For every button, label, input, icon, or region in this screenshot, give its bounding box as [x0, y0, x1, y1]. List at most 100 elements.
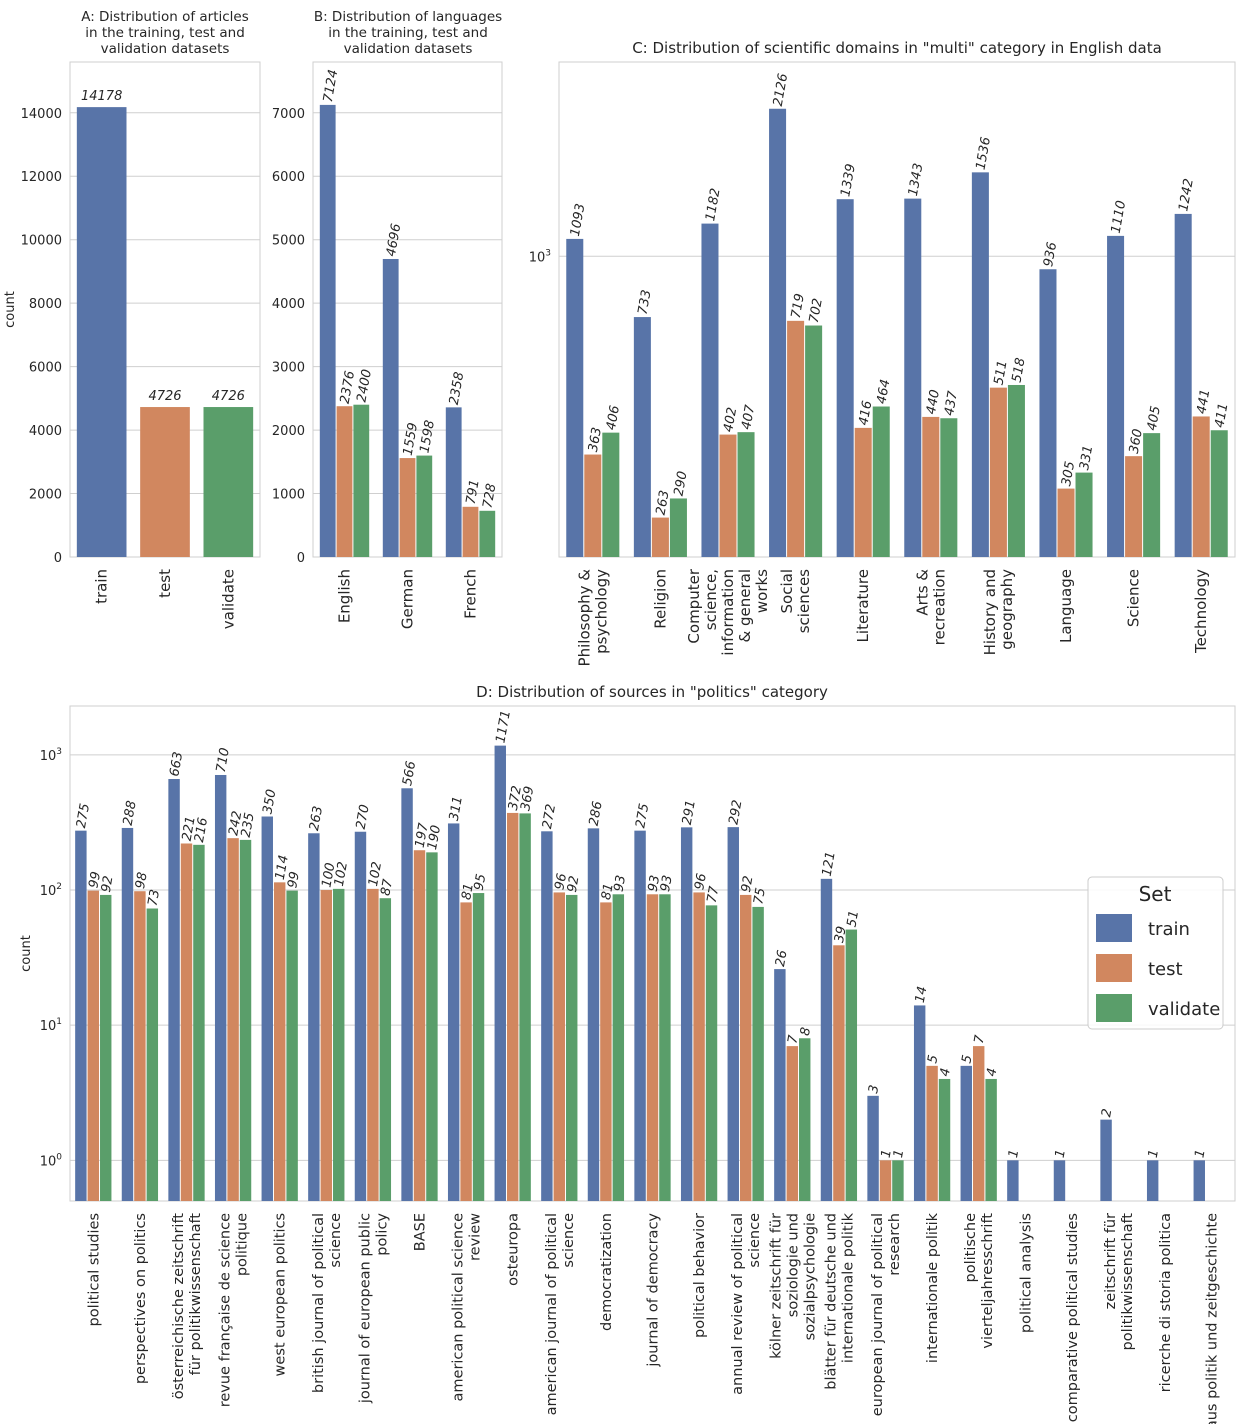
x-tick-label: british journal of politicalscience	[311, 1213, 344, 1393]
bar	[566, 238, 584, 557]
bar	[719, 434, 737, 557]
bar	[938, 1078, 951, 1201]
data-label: 98	[133, 871, 151, 890]
bar	[239, 839, 252, 1201]
bar	[1174, 213, 1192, 557]
data-label: 441	[1194, 388, 1213, 415]
y-tick-label: 6000	[272, 170, 305, 185]
y-axis-label: count	[3, 291, 18, 328]
data-label: 369	[518, 785, 537, 812]
x-tick-label: osteuropa	[506, 1213, 522, 1286]
data-label: 511	[992, 359, 1011, 386]
data-label: 1	[1053, 1148, 1069, 1159]
data-label: 416	[856, 400, 875, 427]
data-label: 2358	[447, 371, 468, 406]
data-label: 936	[1041, 241, 1060, 268]
y-tick-label: 4000	[29, 424, 62, 439]
data-label: 93	[611, 874, 629, 893]
bar	[960, 1065, 972, 1201]
bar	[646, 894, 659, 1201]
x-tick-label: österreichische zeitschriftfür politikwi…	[171, 1213, 204, 1400]
bar	[214, 774, 227, 1201]
bar	[633, 317, 651, 557]
bar	[845, 929, 858, 1201]
data-label: 92	[739, 875, 757, 894]
data-label: 1	[1006, 1148, 1022, 1159]
legend-swatch-validate	[1096, 994, 1132, 1022]
y-tick-label: 10000	[21, 234, 62, 249]
data-label: 1171	[493, 709, 514, 744]
x-tick-label: political analysis	[1018, 1213, 1034, 1333]
bar	[774, 969, 786, 1201]
bar	[168, 779, 180, 1201]
y-tick-label: 3000	[272, 361, 305, 376]
bar	[805, 325, 823, 557]
bar	[872, 406, 890, 557]
x-tick-label: English	[336, 569, 354, 623]
data-label: 331	[1077, 444, 1096, 471]
bar	[701, 223, 719, 558]
data-label: 99	[86, 870, 104, 889]
y-tick-label: 1000	[272, 488, 305, 503]
data-label: 440	[924, 389, 943, 416]
x-tick-label: Technology	[1192, 569, 1210, 654]
x-tick-label: Science	[1125, 569, 1143, 627]
bar	[651, 517, 669, 557]
bar	[1057, 488, 1075, 557]
y-tick-label: 2000	[29, 488, 62, 503]
y-tick-label: 7000	[272, 107, 305, 122]
legend-swatch-train	[1096, 914, 1132, 942]
y-tick-label: 0	[54, 551, 62, 566]
data-label: 464	[874, 378, 893, 405]
x-tick-label: political studies	[86, 1213, 102, 1326]
y-tick-label: 100	[40, 1152, 63, 1169]
data-label: 2	[1099, 1108, 1115, 1119]
bar	[737, 432, 755, 557]
data-label: 92	[565, 875, 583, 894]
data-label: 1536	[974, 136, 995, 171]
data-label: 663	[167, 751, 186, 778]
data-label: 3	[866, 1084, 882, 1095]
data-label: 7124	[321, 68, 342, 103]
bar	[913, 1005, 926, 1201]
x-tick-label: annual review of politicalscience	[730, 1213, 763, 1395]
bar	[286, 890, 298, 1201]
bar	[612, 894, 625, 1201]
data-label: 114	[273, 854, 292, 881]
data-label: 75	[751, 887, 769, 906]
bar	[445, 407, 462, 557]
data-label: 275	[633, 802, 652, 829]
x-tick-label: american political sciencereview	[451, 1213, 484, 1402]
x-tick-label: French	[462, 569, 480, 619]
bar	[193, 844, 205, 1201]
data-label: 5	[925, 1054, 941, 1065]
x-tick-label: History andgeography	[981, 569, 1016, 655]
bar	[100, 894, 112, 1201]
data-label: 221	[180, 815, 199, 842]
x-tick-label: Socialsciences	[778, 569, 813, 633]
bar	[1193, 1160, 1205, 1201]
data-label: 2376	[338, 370, 359, 405]
bar	[76, 107, 127, 557]
data-label: 719	[789, 292, 808, 319]
data-label: 363	[586, 426, 605, 453]
bar	[261, 816, 273, 1201]
bar	[985, 1078, 997, 1201]
x-tick-label: BASE	[413, 1213, 429, 1251]
y-tick-label: 6000	[29, 361, 62, 376]
bar	[1039, 269, 1057, 557]
x-tick-label: journal of european publicpolicy	[357, 1213, 390, 1405]
bar	[820, 878, 833, 1201]
bar	[273, 882, 286, 1201]
bar	[836, 199, 854, 557]
bar	[416, 455, 433, 557]
y-tick-label: 102	[40, 882, 62, 899]
data-label: 26	[773, 949, 791, 968]
bar	[541, 831, 553, 1201]
bar	[833, 945, 845, 1201]
bar	[1007, 384, 1025, 557]
data-label: 242	[226, 810, 245, 837]
data-label: 77	[705, 884, 723, 904]
bar	[87, 890, 100, 1201]
bar	[1146, 1160, 1159, 1201]
